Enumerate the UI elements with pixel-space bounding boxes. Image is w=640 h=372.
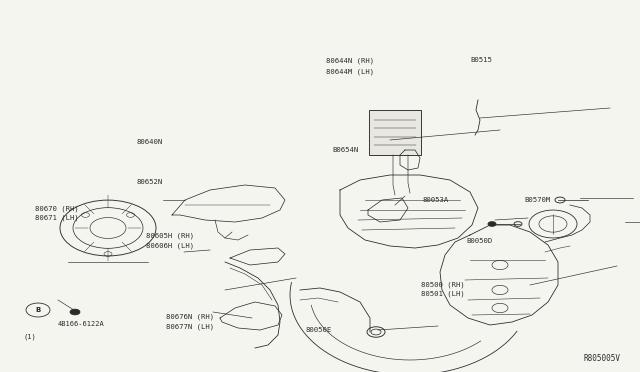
Circle shape <box>488 222 496 226</box>
FancyBboxPatch shape <box>369 110 420 155</box>
Text: 80500 (RH): 80500 (RH) <box>421 281 465 288</box>
Text: 80501 (LH): 80501 (LH) <box>421 291 465 297</box>
Text: 80644M (LH): 80644M (LH) <box>326 68 374 75</box>
Text: 80050E: 80050E <box>306 327 332 333</box>
Text: B0570M: B0570M <box>525 197 551 203</box>
Text: 80671 (LH): 80671 (LH) <box>35 214 79 221</box>
Text: (1): (1) <box>23 333 36 340</box>
Text: 80053A: 80053A <box>422 197 449 203</box>
Text: 80652N: 80652N <box>137 179 163 185</box>
Text: B: B <box>35 307 40 313</box>
Text: 80644N (RH): 80644N (RH) <box>326 57 374 64</box>
Text: 80605H (RH): 80605H (RH) <box>146 233 194 240</box>
Text: 80676N (RH): 80676N (RH) <box>166 314 214 320</box>
Text: 80677N (LH): 80677N (LH) <box>166 323 214 330</box>
Text: B0515: B0515 <box>470 57 492 62</box>
Text: 4B166-6122A: 4B166-6122A <box>58 321 104 327</box>
Text: B0654N: B0654N <box>333 147 359 153</box>
Text: 80670 (RH): 80670 (RH) <box>35 205 79 212</box>
Text: R805005V: R805005V <box>584 354 621 363</box>
Text: B0050D: B0050D <box>466 238 492 244</box>
Text: 80606H (LH): 80606H (LH) <box>146 242 194 249</box>
Circle shape <box>70 309 80 315</box>
Text: 80640N: 80640N <box>137 139 163 145</box>
